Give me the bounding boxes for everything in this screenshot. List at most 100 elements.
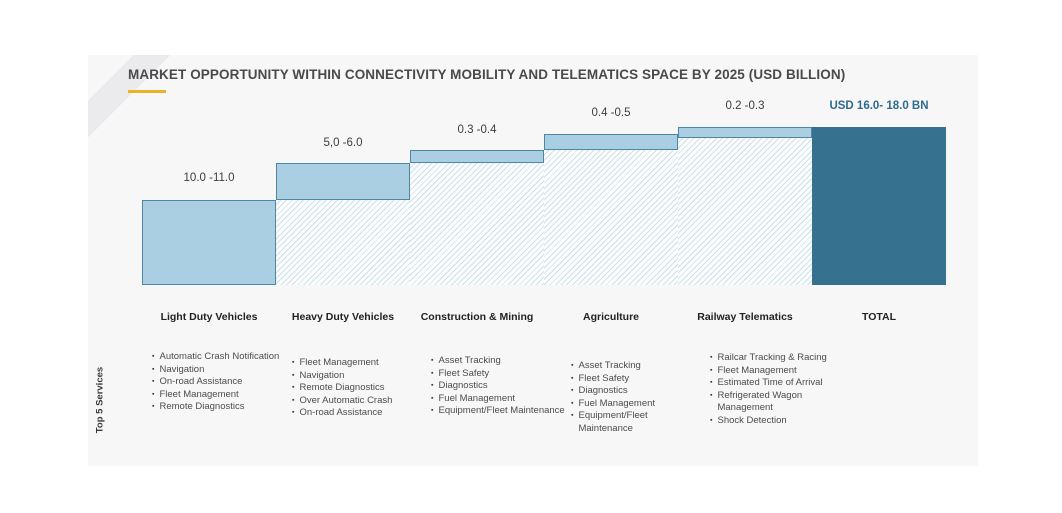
- service-item-label: Equipment/Fleet Maintenance: [578, 410, 648, 434]
- service-item: ▪ Remote Diagnostics: [152, 401, 284, 414]
- service-item: ▪ Fleet Management: [710, 365, 858, 378]
- service-item: ▪ Fuel Management: [571, 398, 703, 411]
- category-label-total: TOTAL: [861, 311, 897, 323]
- service-item-label: Fleet Safety: [438, 367, 490, 379]
- page-title: MARKET OPPORTUNITY WITHIN CONNECTIVITY M…: [128, 67, 846, 82]
- service-item: ▪ Diagnostics: [431, 380, 569, 393]
- bullet-icon: ▪: [292, 396, 295, 404]
- services-column-railway-telematics: ▪ Railcar Tracking & Racing ▪ Fleet Managem…: [710, 352, 858, 428]
- service-item: ▪ Navigation: [152, 364, 284, 377]
- bullet-icon: ▪: [710, 416, 713, 424]
- bullet-icon: ▪: [431, 369, 434, 377]
- service-item: ▪ Shock Detection: [710, 415, 858, 428]
- bar-value-label-heavy-duty-vehicles: 5,0 -6.0: [323, 137, 363, 149]
- bullet-icon: ▪: [292, 384, 295, 392]
- bullet-icon: ▪: [571, 399, 574, 407]
- bullet-icon: ▪: [431, 407, 434, 415]
- service-item: ▪ Diagnostics: [571, 385, 703, 398]
- bullet-icon: ▪: [292, 371, 295, 379]
- bar-value-label-light-duty-vehicles: 10.0 -11.0: [183, 172, 235, 184]
- service-item: ▪ Fleet Management: [152, 389, 284, 402]
- service-item-label: On-road Assistance: [159, 376, 243, 388]
- bullet-icon: ▪: [710, 366, 713, 374]
- service-item: ▪ Fleet Safety: [571, 373, 703, 386]
- title-underline: [128, 90, 166, 93]
- service-item-label: Diagnostics: [438, 380, 488, 392]
- bullet-icon: ▪: [152, 403, 155, 411]
- services-column-heavy-duty-vehicles: ▪ Fleet Management ▪ Navigation ▪ Remote Diag…: [292, 357, 424, 420]
- bar-segment-heavy-duty-vehicles: [276, 163, 410, 200]
- bullet-icon: ▪: [431, 357, 434, 364]
- service-item: ▪ On-road Assistance: [292, 407, 424, 420]
- waterfall-chart: 10.0 -11.0 Light Duty Vehicles 5,0 -6.0 Hea…: [88, 55, 978, 466]
- service-item-label: Shock Detection: [717, 414, 787, 426]
- bullet-icon: ▪: [710, 354, 713, 361]
- service-item-label: Fleet Management: [299, 357, 379, 368]
- bullet-icon: ▪: [571, 387, 574, 395]
- service-item: ▪ Fleet Management: [292, 357, 424, 370]
- service-item-label: Fleet Safety: [578, 372, 630, 384]
- service-item-label: Estimated Time of Arrival: [717, 377, 823, 389]
- service-item: ▪ Estimated Time of Arrival: [710, 377, 858, 390]
- bullet-icon: ▪: [710, 391, 713, 399]
- bar-cumulative-base-railway-telematics: [678, 138, 812, 285]
- service-item: ▪ Fleet Safety: [431, 368, 569, 381]
- bullet-icon: ▪: [292, 359, 295, 366]
- bullet-icon: ▪: [292, 409, 295, 417]
- service-item: ▪ Fuel Management: [431, 393, 569, 406]
- services-column-light-duty-vehicles: ▪ Automatic Crash Notification ▪ Navigation…: [152, 351, 284, 414]
- bullet-icon: ▪: [152, 390, 155, 398]
- service-item: ▪ Equipment/Fleet Maintenance: [571, 410, 703, 435]
- service-item: ▪ Asset Tracking: [571, 360, 703, 373]
- bullet-icon: ▪: [571, 374, 574, 382]
- bar-segment-light-duty-vehicles: [142, 200, 276, 285]
- bar-cumulative-base-heavy-duty-vehicles: [276, 200, 410, 285]
- service-item-label: Navigation: [159, 363, 205, 375]
- service-item: ▪ Equipment/Fleet Maintenance: [431, 405, 569, 418]
- bullet-icon: ▪: [152, 353, 155, 360]
- category-label-agriculture: Agriculture: [582, 311, 639, 323]
- service-item-label: Fleet Management: [717, 364, 797, 376]
- bullet-icon: ▪: [431, 382, 434, 390]
- chart-card: MARKET OPPORTUNITY WITHIN CONNECTIVITY M…: [88, 55, 978, 466]
- bar-segment-total: [812, 127, 946, 285]
- side-axis-label: Top 5 Services: [94, 366, 106, 434]
- category-label-railway-telematics: Railway Telematics: [697, 311, 793, 323]
- bar-value-label-railway-telematics: 0.2 -0.3: [725, 100, 765, 112]
- bullet-icon: ▪: [152, 378, 155, 386]
- bullet-icon: ▪: [431, 394, 434, 402]
- service-item-label: Equipment/Fleet Maintenance: [438, 405, 565, 417]
- category-label-construction-mining: Construction & Mining: [420, 311, 534, 323]
- bar-value-label-agriculture: 0.4 -0.5: [591, 107, 631, 119]
- service-item: ▪ On-road Assistance: [152, 376, 284, 389]
- service-item: ▪ Asset Tracking: [431, 355, 569, 368]
- bar-cumulative-base-agriculture: [544, 150, 678, 285]
- service-item-label: Remote Diagnostics: [299, 382, 385, 394]
- service-item: ▪ Remote Diagnostics: [292, 382, 424, 395]
- service-item-label: Fuel Management: [578, 397, 656, 409]
- service-item-label: On-road Assistance: [299, 407, 383, 419]
- service-item: ▪ Refrigerated Wagon Management: [710, 390, 858, 415]
- services-column-agriculture: ▪ Asset Tracking ▪ Fleet Safety ▪ Diagnostics…: [571, 360, 703, 436]
- category-label-light-duty-vehicles: Light Duty Vehicles: [160, 311, 258, 323]
- service-item-label: Fuel Management: [438, 392, 516, 404]
- bar-value-label-construction-mining: 0.3 -0.4: [457, 124, 497, 136]
- bullet-icon: ▪: [571, 362, 574, 369]
- category-label-heavy-duty-vehicles: Heavy Duty Vehicles: [291, 311, 395, 323]
- service-item-label: Diagnostics: [578, 385, 628, 397]
- service-item-label: Refrigerated Wagon Management: [717, 389, 803, 414]
- service-item: ▪ Over Automatic Crash: [292, 395, 424, 408]
- service-item-label: Asset Tracking: [438, 355, 501, 366]
- bar-segment-railway-telematics: [678, 127, 812, 138]
- bar-segment-construction-mining: [410, 150, 544, 163]
- service-item-label: Navigation: [299, 369, 345, 381]
- service-item: ▪ Navigation: [292, 370, 424, 383]
- service-item: ▪ Railcar Tracking & Racing: [710, 352, 858, 365]
- service-item-label: Railcar Tracking & Racing: [717, 352, 827, 363]
- services-column-construction-mining: ▪ Asset Tracking ▪ Fleet Safety ▪ Diagnostics…: [431, 355, 569, 418]
- bullet-icon: ▪: [152, 365, 155, 373]
- service-item: ▪ Automatic Crash Notification: [152, 351, 284, 364]
- bullet-icon: ▪: [571, 412, 574, 420]
- bar-segment-agriculture: [544, 134, 678, 150]
